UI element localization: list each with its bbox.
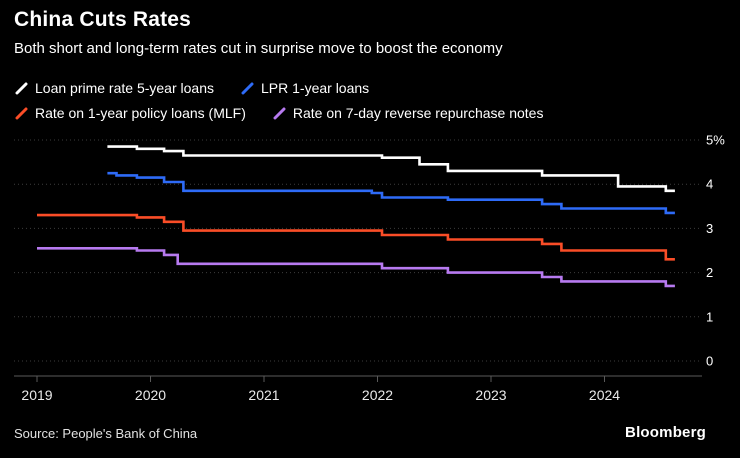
legend-label: Rate on 7-day reverse repurchase notes: [292, 105, 544, 121]
legend-item-lpr-5y: Loan prime rate 5-year loans: [14, 78, 214, 99]
svg-text:2019: 2019: [21, 387, 52, 403]
legend-item-reverse-repo: Rate on 7-day reverse repurchase notes: [272, 103, 544, 124]
chart-canvas: 5% 4 3 2 1 0 2019 2020 2021 2022 2023 2024: [14, 133, 725, 403]
legend-label: Loan prime rate 5-year loans: [35, 80, 214, 96]
rates-line-chart: 5% 4 3 2 1 0 2019 2020 2021 2022 2023 2024: [0, 128, 740, 410]
svg-text:0: 0: [706, 354, 713, 369]
svg-text:5%: 5%: [706, 133, 725, 148]
legend-row: Loan prime rate 5-year loans LPR 1-year …: [14, 78, 543, 99]
svg-text:2: 2: [706, 265, 713, 280]
legend: Loan prime rate 5-year loans LPR 1-year …: [14, 78, 543, 124]
svg-text:2020: 2020: [135, 387, 166, 403]
legend-label: Rate on 1-year policy loans (MLF): [35, 105, 246, 121]
svg-text:2024: 2024: [589, 387, 620, 403]
legend-marker-icon: [241, 82, 254, 94]
page-title: China Cuts Rates: [14, 8, 192, 31]
svg-text:2021: 2021: [248, 387, 279, 403]
legend-item-mlf: Rate on 1-year policy loans (MLF): [14, 103, 246, 124]
source-text: Source: People's Bank of China: [14, 426, 198, 441]
svg-text:2022: 2022: [362, 387, 393, 403]
legend-marker-icon: [15, 82, 28, 94]
legend-marker-icon: [273, 107, 286, 119]
svg-text:4: 4: [706, 177, 713, 192]
legend-label: LPR 1-year loans: [261, 80, 370, 96]
legend-item-lpr-1y: LPR 1-year loans: [240, 78, 369, 99]
svg-text:1: 1: [706, 309, 713, 324]
bloomberg-logo: Bloomberg: [625, 424, 706, 441]
legend-row: Rate on 1-year policy loans (MLF) Rate o…: [14, 103, 543, 124]
svg-text:3: 3: [706, 221, 713, 236]
legend-marker-icon: [15, 107, 28, 119]
page-subtitle: Both short and long-term rates cut in su…: [14, 40, 503, 57]
svg-text:2023: 2023: [475, 387, 506, 403]
